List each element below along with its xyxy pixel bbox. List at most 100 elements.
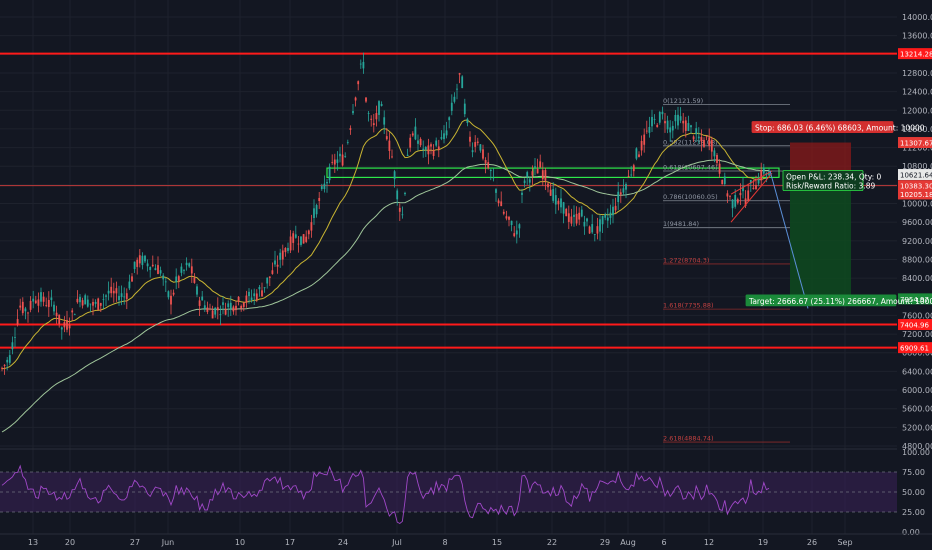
- candle-body: [643, 134, 646, 145]
- candle-body: [677, 114, 679, 126]
- candle-body: [588, 226, 591, 234]
- candle-body: [492, 177, 495, 179]
- candle-body: [349, 128, 352, 130]
- projection-line[interactable]: [769, 170, 809, 309]
- candle-body: [235, 305, 237, 311]
- candle-body: [617, 191, 620, 203]
- price-tick-label: 8400.00: [902, 274, 932, 283]
- candle-body: [287, 247, 289, 251]
- candle-body: [383, 117, 386, 125]
- candle-body: [320, 186, 323, 190]
- candle-body: [146, 263, 149, 267]
- candle-body: [157, 265, 159, 274]
- drawings[interactable]: [730, 170, 809, 309]
- candle-body: [393, 171, 396, 180]
- candle-body: [632, 165, 635, 172]
- candle-body: [107, 290, 110, 294]
- price-tick-label: 8800.00: [902, 255, 932, 264]
- candle-body: [497, 200, 500, 204]
- candle-body: [50, 297, 53, 301]
- candle-body: [674, 114, 677, 122]
- candle-body: [510, 220, 513, 225]
- price-tag-text: 7954.97: [900, 296, 929, 304]
- candle-body: [323, 183, 326, 190]
- candle-body: [11, 342, 14, 350]
- candle-body: [3, 364, 6, 366]
- candle-body: [601, 215, 604, 225]
- ema-slow-line: [1, 159, 769, 433]
- candle-body: [648, 126, 651, 133]
- candle-body: [211, 310, 214, 319]
- moving-averages: [1, 119, 770, 433]
- price-tag-bg: [898, 342, 932, 354]
- candle-body: [692, 136, 695, 140]
- candle-body: [209, 308, 211, 310]
- candle-body: [669, 127, 672, 133]
- candle-body: [453, 96, 456, 102]
- candle-body: [630, 174, 633, 176]
- candle-body: [544, 170, 547, 181]
- candle-body: [755, 185, 757, 190]
- candle-body: [627, 175, 630, 177]
- time-axis[interactable]: 13 20 27 Jun 10 17 24 Jul 8 15 22 29 Aug 6 12 19 26 Sep: [0, 533, 932, 547]
- price-tick-label: 9200.00: [902, 237, 932, 246]
- candle-body: [115, 288, 118, 294]
- price-tags: 13214.28 11307.67 10621.64 10383.3010205.18…: [898, 48, 932, 354]
- time-tick-label: 26: [807, 538, 817, 547]
- candle-body: [398, 207, 401, 212]
- candle-body: [515, 230, 518, 235]
- horizontal-lines[interactable]: [0, 52, 897, 349]
- candle-body: [432, 150, 435, 156]
- candle-body: [110, 286, 113, 294]
- candle-body: [645, 130, 648, 132]
- candle-body: [378, 101, 380, 115]
- candle-body: [341, 154, 344, 166]
- candle-body: [14, 337, 16, 338]
- candle-body: [201, 296, 204, 301]
- fibonacci-levels[interactable]: 0(12121.59) 0.382(11238.08) 0.618(10697.46…: [663, 97, 790, 443]
- trendline-lower[interactable]: [730, 172, 773, 223]
- candle-body: [752, 187, 755, 189]
- price-tick-label: 13600.00: [902, 32, 932, 41]
- ema-fast-line: [1, 119, 770, 370]
- candle-body: [749, 180, 752, 184]
- time-tick-label: 13: [28, 538, 38, 547]
- candle-body: [638, 154, 640, 157]
- candle-body: [609, 212, 612, 218]
- candle-body: [466, 118, 469, 124]
- fib-level-label: 0.786(10060.05): [663, 193, 718, 201]
- candle-body: [541, 170, 544, 180]
- candle-body: [417, 140, 419, 144]
- price-tag-text: 6909.61: [900, 345, 929, 353]
- fib-level-label: 1.272(8704.3): [663, 256, 709, 264]
- candle-body: [391, 156, 393, 158]
- candle-body: [606, 217, 609, 221]
- candles: [1, 52, 770, 375]
- candle-body: [138, 255, 141, 264]
- fib-level-label: 2.618(4884.74): [663, 435, 714, 443]
- candle-body: [664, 121, 666, 124]
- candle-body: [8, 355, 11, 363]
- candle-body: [268, 276, 271, 278]
- candle-body: [653, 118, 656, 120]
- rsi-pane[interactable]: [0, 464, 897, 525]
- price-tick-label: 6000.00: [902, 386, 932, 395]
- candle-body: [445, 130, 448, 136]
- candle-body: [469, 136, 471, 142]
- candle-body: [112, 290, 115, 294]
- candle-body: [346, 142, 349, 143]
- candle-body: [705, 136, 708, 138]
- candle-body: [292, 233, 295, 243]
- candle-body: [500, 201, 503, 207]
- trendline-upper[interactable]: [730, 170, 773, 195]
- candle-body: [237, 296, 240, 302]
- candle-body: [406, 154, 409, 156]
- time-tick-label: Jun: [161, 538, 175, 547]
- candle-body: [289, 236, 292, 251]
- candle-body: [86, 299, 89, 307]
- candle-body: [245, 295, 248, 303]
- candle-body: [695, 128, 698, 135]
- candle-body: [196, 286, 198, 295]
- time-tick-label: 27: [130, 538, 140, 547]
